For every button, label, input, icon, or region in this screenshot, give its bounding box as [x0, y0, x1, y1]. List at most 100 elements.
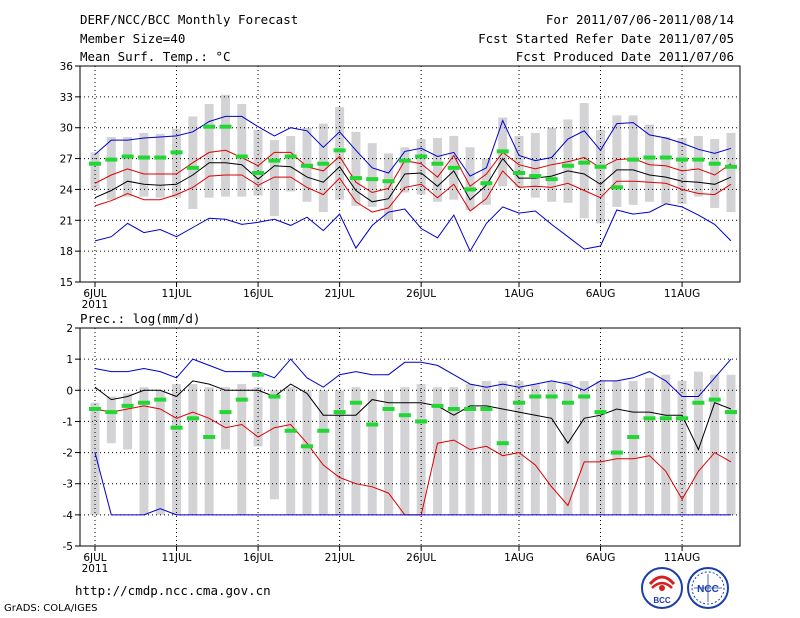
- y-tick-label: 27: [60, 154, 73, 166]
- spread-bar: [172, 128, 182, 198]
- spread-bar: [628, 380, 638, 515]
- spread-bar: [351, 131, 361, 206]
- median-marker: [496, 149, 509, 154]
- median-marker: [203, 435, 216, 439]
- median-marker: [676, 157, 689, 162]
- median-marker: [578, 160, 591, 165]
- median-marker: [252, 372, 265, 377]
- x-tick-label: 26JUL: [406, 288, 436, 300]
- median-marker: [725, 410, 737, 415]
- fcst-produced-date: Fcst Produced Date 2011/07/06: [515, 49, 734, 64]
- y-tick-label: -5: [63, 541, 73, 553]
- spread-bar: [106, 136, 116, 200]
- median-marker: [366, 422, 379, 427]
- bcc-logo-icon: BCC: [641, 567, 683, 609]
- x-tick-label: 6JUL: [83, 552, 106, 564]
- fcst-started-date: Fcst Started Refer Date 2011/07/05: [478, 31, 734, 46]
- median-marker: [561, 400, 574, 405]
- median-marker: [708, 161, 721, 166]
- median-marker: [137, 400, 150, 405]
- spread-bar: [123, 136, 133, 197]
- x-tick-label: 11AUG: [664, 552, 700, 564]
- spread-bar: [710, 139, 720, 208]
- y-tick-label: -3: [63, 479, 73, 491]
- spread-bar: [106, 396, 116, 444]
- spread-bar: [465, 147, 475, 210]
- spread-bar: [612, 380, 622, 515]
- median-marker: [692, 157, 705, 162]
- spread-bar: [172, 384, 182, 515]
- forecast-period: For 2011/07/06-2011/08/14: [545, 12, 734, 27]
- spread-bar: [498, 380, 508, 515]
- series-line-lower-blue: [94, 203, 732, 253]
- x-year-label: 2011: [82, 563, 109, 575]
- median-marker: [594, 164, 607, 169]
- median-marker: [594, 410, 607, 415]
- median-marker: [349, 400, 362, 405]
- series-line-upper-blue: [94, 115, 732, 177]
- spread-bar: [204, 387, 214, 515]
- median-marker: [301, 444, 313, 449]
- median-marker: [464, 406, 477, 411]
- spread-bar: [90, 402, 100, 515]
- spread-bar: [726, 132, 736, 213]
- median-marker: [431, 161, 444, 166]
- median-marker: [349, 176, 362, 181]
- median-marker: [105, 410, 118, 415]
- series-line-inner-upper-red: [94, 149, 732, 194]
- y-tick-label: 30: [60, 123, 73, 135]
- median-marker: [154, 155, 167, 160]
- series-line-upper-blue: [94, 358, 732, 397]
- median-marker: [643, 416, 656, 421]
- median-marker: [692, 400, 705, 405]
- median-marker: [529, 394, 542, 399]
- median-marker: [284, 428, 297, 433]
- spread-bar: [644, 377, 654, 515]
- spread-bar: [579, 103, 589, 219]
- spread-bar: [661, 136, 671, 204]
- spread-bar: [693, 371, 703, 515]
- spread-bar: [514, 135, 524, 188]
- spread-bar: [269, 390, 279, 500]
- x-tick-label: 16JUL: [243, 288, 273, 300]
- y-tick-label: 1: [66, 354, 73, 366]
- spread-bar: [155, 133, 165, 198]
- median-marker: [415, 419, 428, 424]
- spread-bar: [726, 374, 736, 515]
- spread-bar: [139, 387, 149, 515]
- spread-bar: [286, 387, 296, 515]
- median-marker: [496, 441, 509, 446]
- median-marker: [659, 155, 672, 160]
- spread-bar: [204, 104, 214, 198]
- spread-bar: [400, 387, 410, 515]
- y-tick-label: -4: [63, 510, 74, 522]
- median-marker: [252, 170, 265, 175]
- median-marker: [121, 403, 134, 408]
- ncc-logo-text: NCC: [697, 584, 719, 595]
- median-marker: [627, 435, 640, 439]
- source-url[interactable]: http://cmdp.ncc.cma.gov.cn: [75, 583, 271, 598]
- median-marker: [415, 154, 428, 159]
- y-tick-label: 2: [66, 323, 73, 335]
- spread-bar: [335, 107, 345, 200]
- median-marker: [268, 158, 281, 163]
- median-marker: [382, 406, 395, 411]
- spread-bar: [677, 380, 687, 515]
- median-marker: [480, 406, 493, 411]
- x-tick-label: 21JUL: [325, 552, 355, 564]
- median-marker: [725, 164, 737, 169]
- median-marker: [154, 397, 167, 402]
- x-tick-label: 1AUG: [504, 552, 534, 564]
- x-tick-label: 11JUL: [162, 288, 192, 300]
- median-marker: [610, 450, 623, 455]
- median-marker: [513, 400, 525, 405]
- spread-bar: [123, 393, 133, 450]
- spread-bar: [220, 94, 230, 197]
- spread-bar: [286, 135, 296, 192]
- grads-credit: GrADS: COLA/IGES: [4, 603, 98, 614]
- median-marker: [382, 179, 395, 184]
- spread-bar: [612, 115, 622, 207]
- spread-bar: [90, 152, 100, 191]
